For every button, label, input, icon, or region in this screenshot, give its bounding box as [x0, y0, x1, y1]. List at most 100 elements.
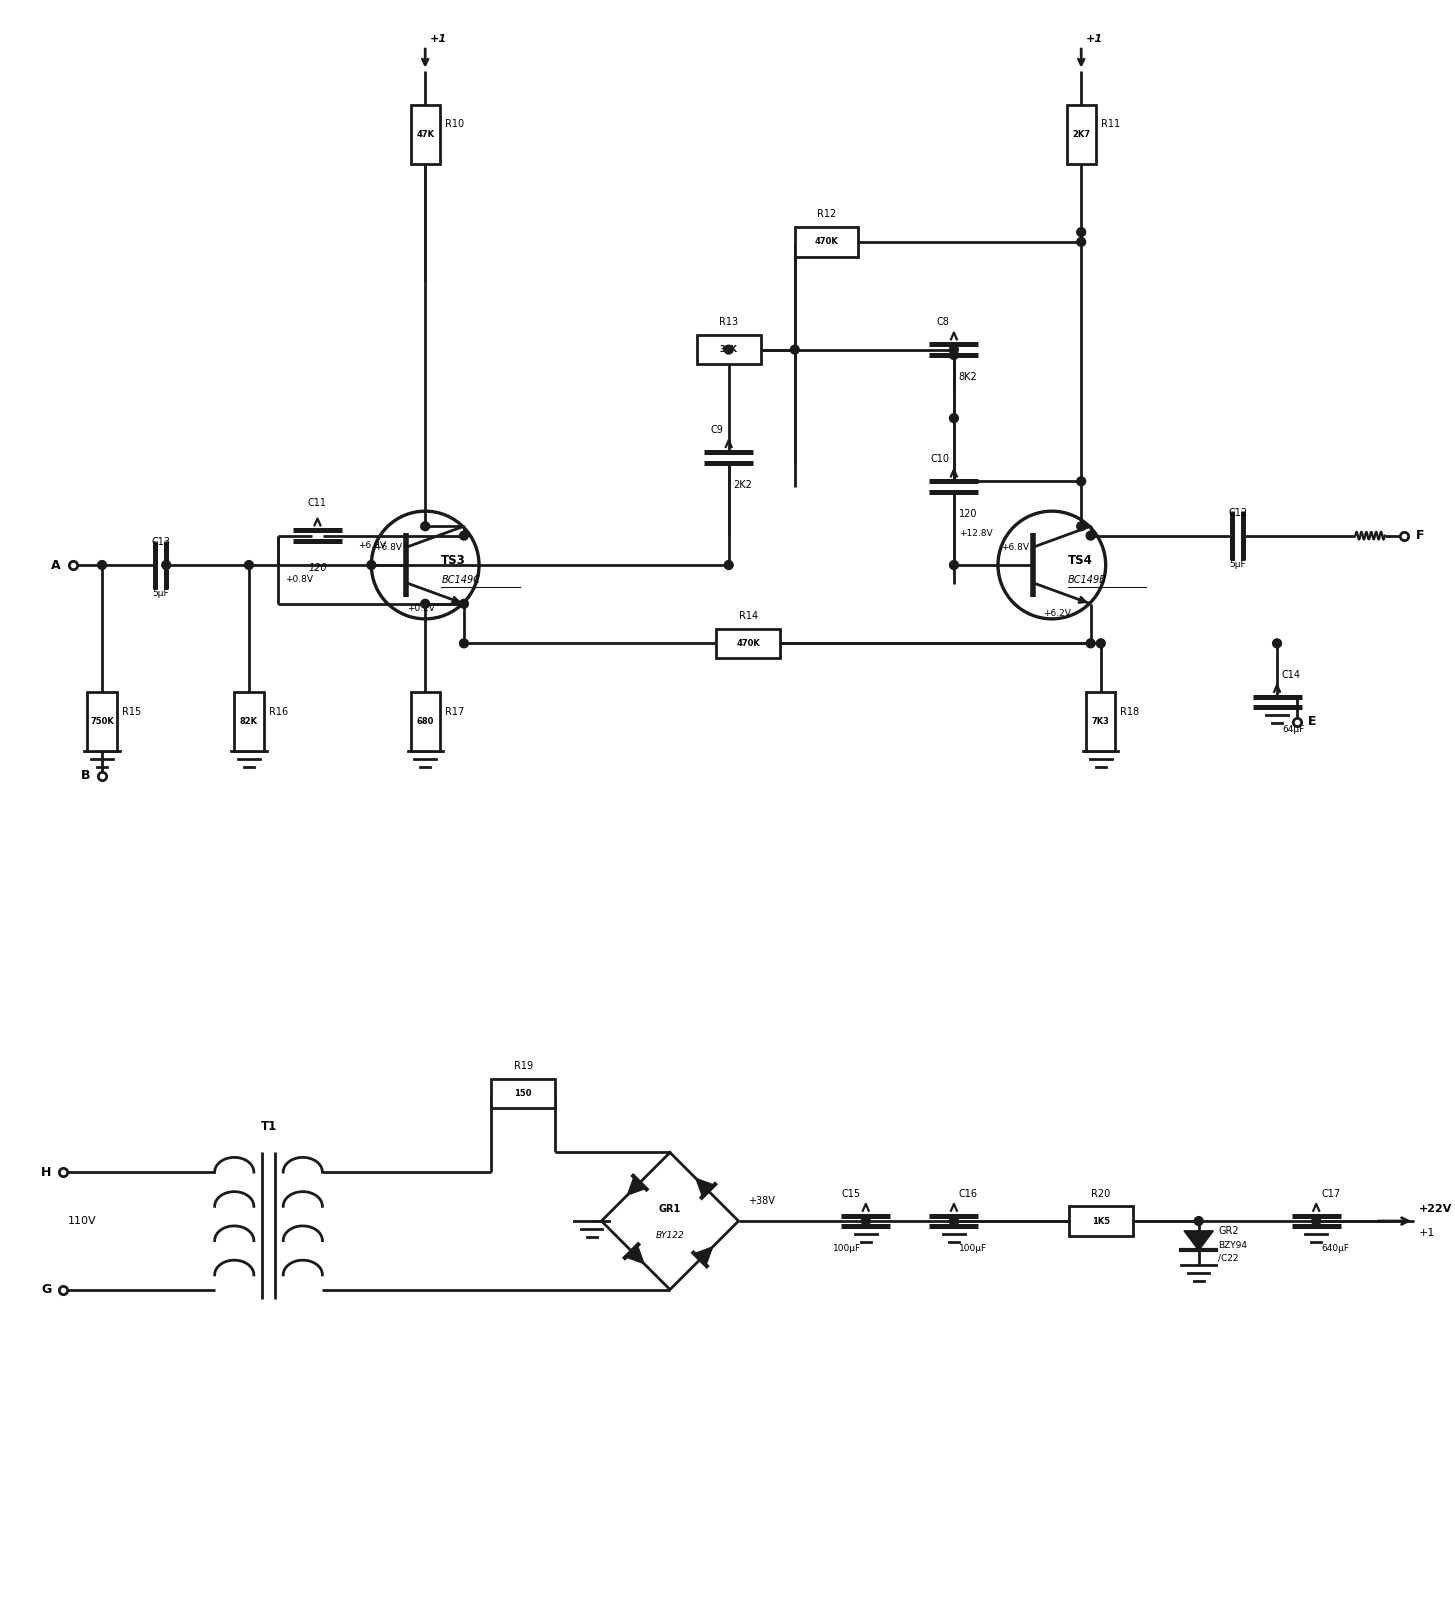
- Text: C12: C12: [1228, 509, 1247, 518]
- Text: 110V: 110V: [68, 1216, 96, 1226]
- Text: R20: R20: [1091, 1189, 1110, 1198]
- FancyBboxPatch shape: [716, 629, 780, 658]
- Text: 8K2: 8K2: [959, 373, 978, 382]
- Text: 7K3: 7K3: [1091, 717, 1110, 726]
- Circle shape: [1077, 477, 1085, 486]
- Text: 100μF: 100μF: [832, 1243, 861, 1253]
- Text: R15: R15: [122, 707, 141, 717]
- FancyBboxPatch shape: [87, 693, 116, 750]
- Text: R16: R16: [269, 707, 288, 717]
- Text: R11: R11: [1101, 120, 1120, 130]
- Text: 100μF: 100μF: [959, 1243, 986, 1253]
- Text: GR2: GR2: [1218, 1226, 1238, 1235]
- Text: 470K: 470K: [815, 237, 838, 246]
- Circle shape: [1087, 531, 1096, 541]
- Text: 64μF: 64μF: [1282, 725, 1304, 734]
- Text: +1: +1: [1085, 34, 1103, 45]
- Text: C16: C16: [959, 1189, 978, 1198]
- Circle shape: [950, 560, 959, 570]
- Circle shape: [1077, 237, 1085, 246]
- Text: 2K7: 2K7: [1072, 130, 1090, 139]
- Text: +1: +1: [1419, 1227, 1436, 1238]
- FancyBboxPatch shape: [1085, 693, 1116, 750]
- Text: GR1: GR1: [659, 1205, 681, 1214]
- Text: BZY94: BZY94: [1218, 1242, 1247, 1250]
- Text: C17: C17: [1321, 1189, 1340, 1198]
- FancyBboxPatch shape: [1069, 1206, 1132, 1235]
- FancyBboxPatch shape: [794, 227, 858, 256]
- Circle shape: [1077, 522, 1085, 531]
- Circle shape: [367, 560, 375, 570]
- Circle shape: [1195, 1216, 1203, 1226]
- Text: C15: C15: [842, 1189, 861, 1198]
- Circle shape: [97, 560, 106, 570]
- Circle shape: [162, 560, 170, 570]
- Circle shape: [1273, 638, 1282, 648]
- Text: TS4: TS4: [1068, 554, 1093, 566]
- Text: 120: 120: [959, 509, 978, 518]
- Polygon shape: [626, 1245, 645, 1264]
- FancyBboxPatch shape: [1067, 106, 1096, 163]
- Polygon shape: [695, 1179, 714, 1197]
- Polygon shape: [627, 1176, 646, 1195]
- Polygon shape: [694, 1246, 713, 1266]
- Text: 47K: 47K: [416, 130, 434, 139]
- FancyBboxPatch shape: [410, 106, 439, 163]
- Text: +0.2V: +0.2V: [407, 605, 435, 613]
- Text: 5μF: 5μF: [1229, 560, 1245, 570]
- Circle shape: [460, 531, 469, 541]
- Circle shape: [950, 1216, 959, 1226]
- Text: 120: 120: [308, 563, 327, 573]
- Circle shape: [950, 414, 959, 422]
- FancyBboxPatch shape: [492, 1078, 554, 1109]
- Text: G: G: [41, 1283, 51, 1296]
- Text: BY122: BY122: [656, 1232, 684, 1240]
- Circle shape: [790, 346, 799, 354]
- Text: T1: T1: [260, 1120, 276, 1133]
- Circle shape: [1097, 638, 1106, 648]
- FancyBboxPatch shape: [697, 334, 761, 365]
- Text: 750K: 750K: [90, 717, 113, 726]
- Circle shape: [460, 600, 469, 608]
- Text: R18: R18: [1120, 707, 1139, 717]
- Circle shape: [950, 350, 959, 360]
- Circle shape: [950, 1216, 959, 1226]
- Text: A: A: [51, 558, 61, 571]
- Circle shape: [725, 560, 733, 570]
- Circle shape: [420, 600, 429, 608]
- Text: C13: C13: [151, 538, 170, 547]
- Text: +6.8V: +6.8V: [1001, 542, 1029, 552]
- Circle shape: [1077, 227, 1085, 237]
- Circle shape: [1312, 1216, 1321, 1226]
- Text: BC149C: BC149C: [441, 574, 480, 584]
- Text: 33K: 33K: [720, 346, 738, 354]
- Text: C8: C8: [936, 317, 949, 326]
- FancyBboxPatch shape: [410, 693, 439, 750]
- Text: +6.8V: +6.8V: [358, 541, 386, 550]
- Text: C9: C9: [711, 426, 723, 435]
- Circle shape: [460, 638, 469, 648]
- Text: +12.8V: +12.8V: [959, 530, 992, 538]
- Text: +0.8V: +0.8V: [285, 574, 313, 584]
- Text: R13: R13: [719, 317, 738, 326]
- Text: R10: R10: [445, 120, 464, 130]
- Text: F: F: [1416, 530, 1424, 542]
- Polygon shape: [1184, 1230, 1213, 1250]
- Text: R14: R14: [739, 611, 758, 621]
- Text: R19: R19: [514, 1061, 533, 1072]
- Circle shape: [861, 1216, 870, 1226]
- Text: B: B: [81, 770, 90, 782]
- Text: BC149B: BC149B: [1068, 574, 1107, 584]
- Text: +1: +1: [431, 34, 447, 45]
- Circle shape: [244, 560, 253, 570]
- Text: R12: R12: [818, 210, 837, 219]
- Text: +38V: +38V: [748, 1197, 776, 1206]
- Text: +6.2V: +6.2V: [1043, 610, 1071, 618]
- Text: +22V: +22V: [1419, 1205, 1452, 1214]
- Text: E: E: [1308, 715, 1317, 728]
- Circle shape: [420, 522, 429, 531]
- Text: 1K5: 1K5: [1091, 1216, 1110, 1226]
- Text: 640μF: 640μF: [1321, 1243, 1349, 1253]
- Text: 680: 680: [416, 717, 434, 726]
- Text: R17: R17: [445, 707, 464, 717]
